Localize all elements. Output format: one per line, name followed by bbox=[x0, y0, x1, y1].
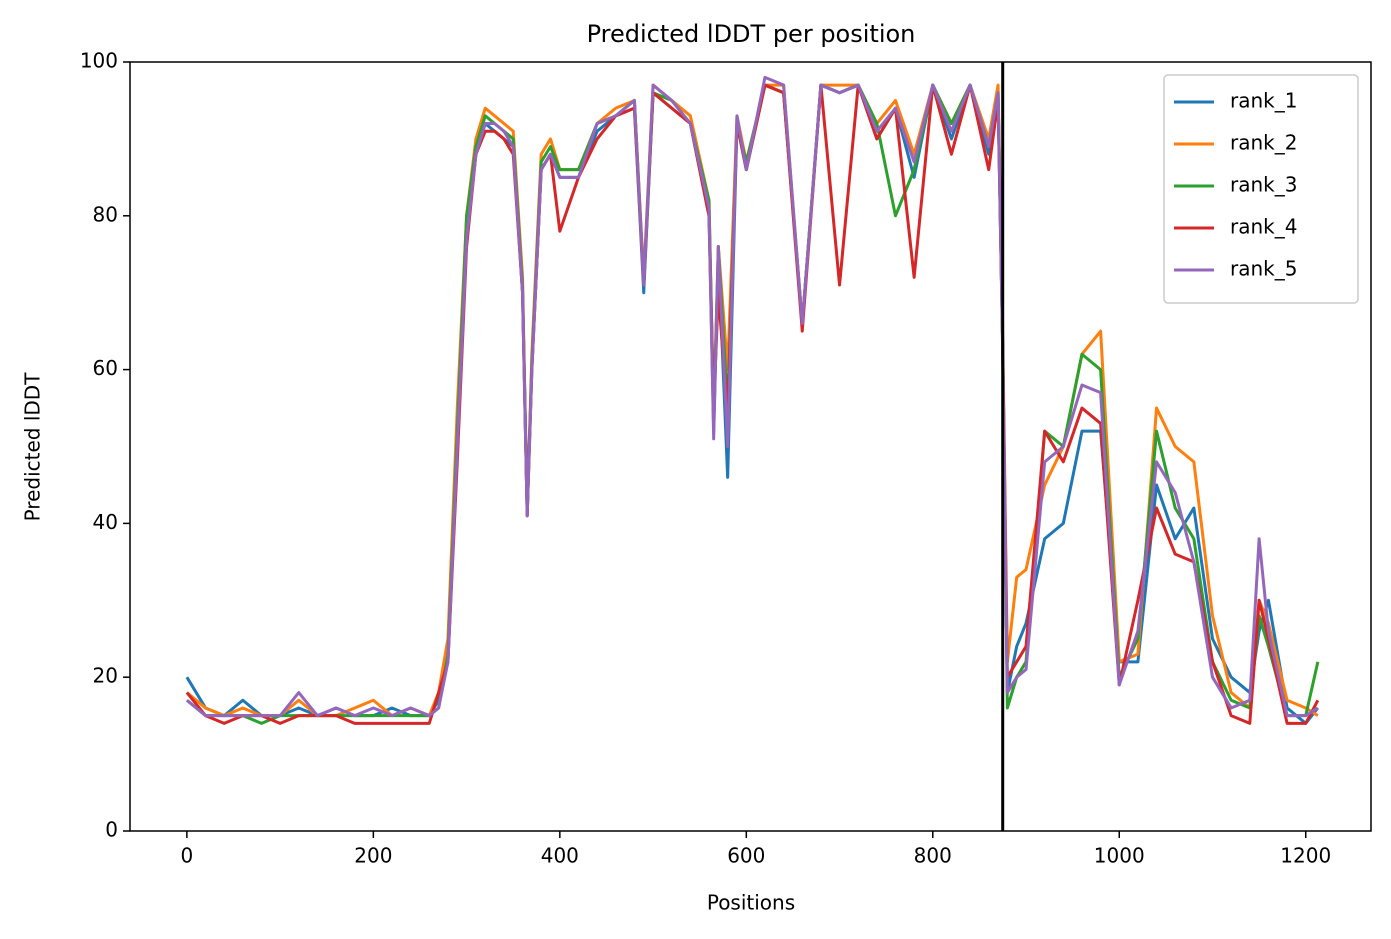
legend-label: rank_4 bbox=[1230, 215, 1297, 239]
y-tick-label: 80 bbox=[93, 202, 118, 226]
series-line bbox=[185, 83, 1320, 725]
x-tick-label: 800 bbox=[914, 844, 952, 868]
y-tick-label: 60 bbox=[93, 356, 118, 380]
legend-label: rank_3 bbox=[1230, 173, 1297, 197]
series-line bbox=[185, 83, 1320, 725]
x-tick-label: 0 bbox=[181, 844, 194, 868]
legend-label: rank_2 bbox=[1230, 131, 1297, 155]
x-tick-label: 1200 bbox=[1280, 844, 1331, 868]
x-tick-label: 200 bbox=[354, 844, 392, 868]
x-tick-label: 600 bbox=[727, 844, 765, 868]
legend-box bbox=[1163, 74, 1359, 304]
y-tick-label: 0 bbox=[105, 818, 118, 842]
series-line bbox=[185, 75, 1319, 718]
x-axis-label: Positions bbox=[707, 891, 795, 915]
legend-label: rank_1 bbox=[1230, 89, 1297, 113]
series-line bbox=[185, 83, 1319, 718]
y-axis-label: Predicted lDDT bbox=[21, 372, 45, 522]
plot-frame bbox=[129, 61, 1372, 832]
y-tick-label: 20 bbox=[93, 664, 118, 688]
x-tick-label: 400 bbox=[541, 844, 579, 868]
legend: rank_1 rank_2 rank_3 rank_4 rank_5 bbox=[1163, 74, 1359, 304]
chart-title: Predicted lDDT per position bbox=[587, 20, 916, 48]
y-tick-label: 100 bbox=[80, 49, 118, 73]
series-line bbox=[185, 83, 1320, 725]
x-tick-label: 1000 bbox=[1094, 844, 1145, 868]
y-tick-label: 40 bbox=[93, 510, 118, 534]
legend-label: rank_5 bbox=[1230, 257, 1297, 281]
